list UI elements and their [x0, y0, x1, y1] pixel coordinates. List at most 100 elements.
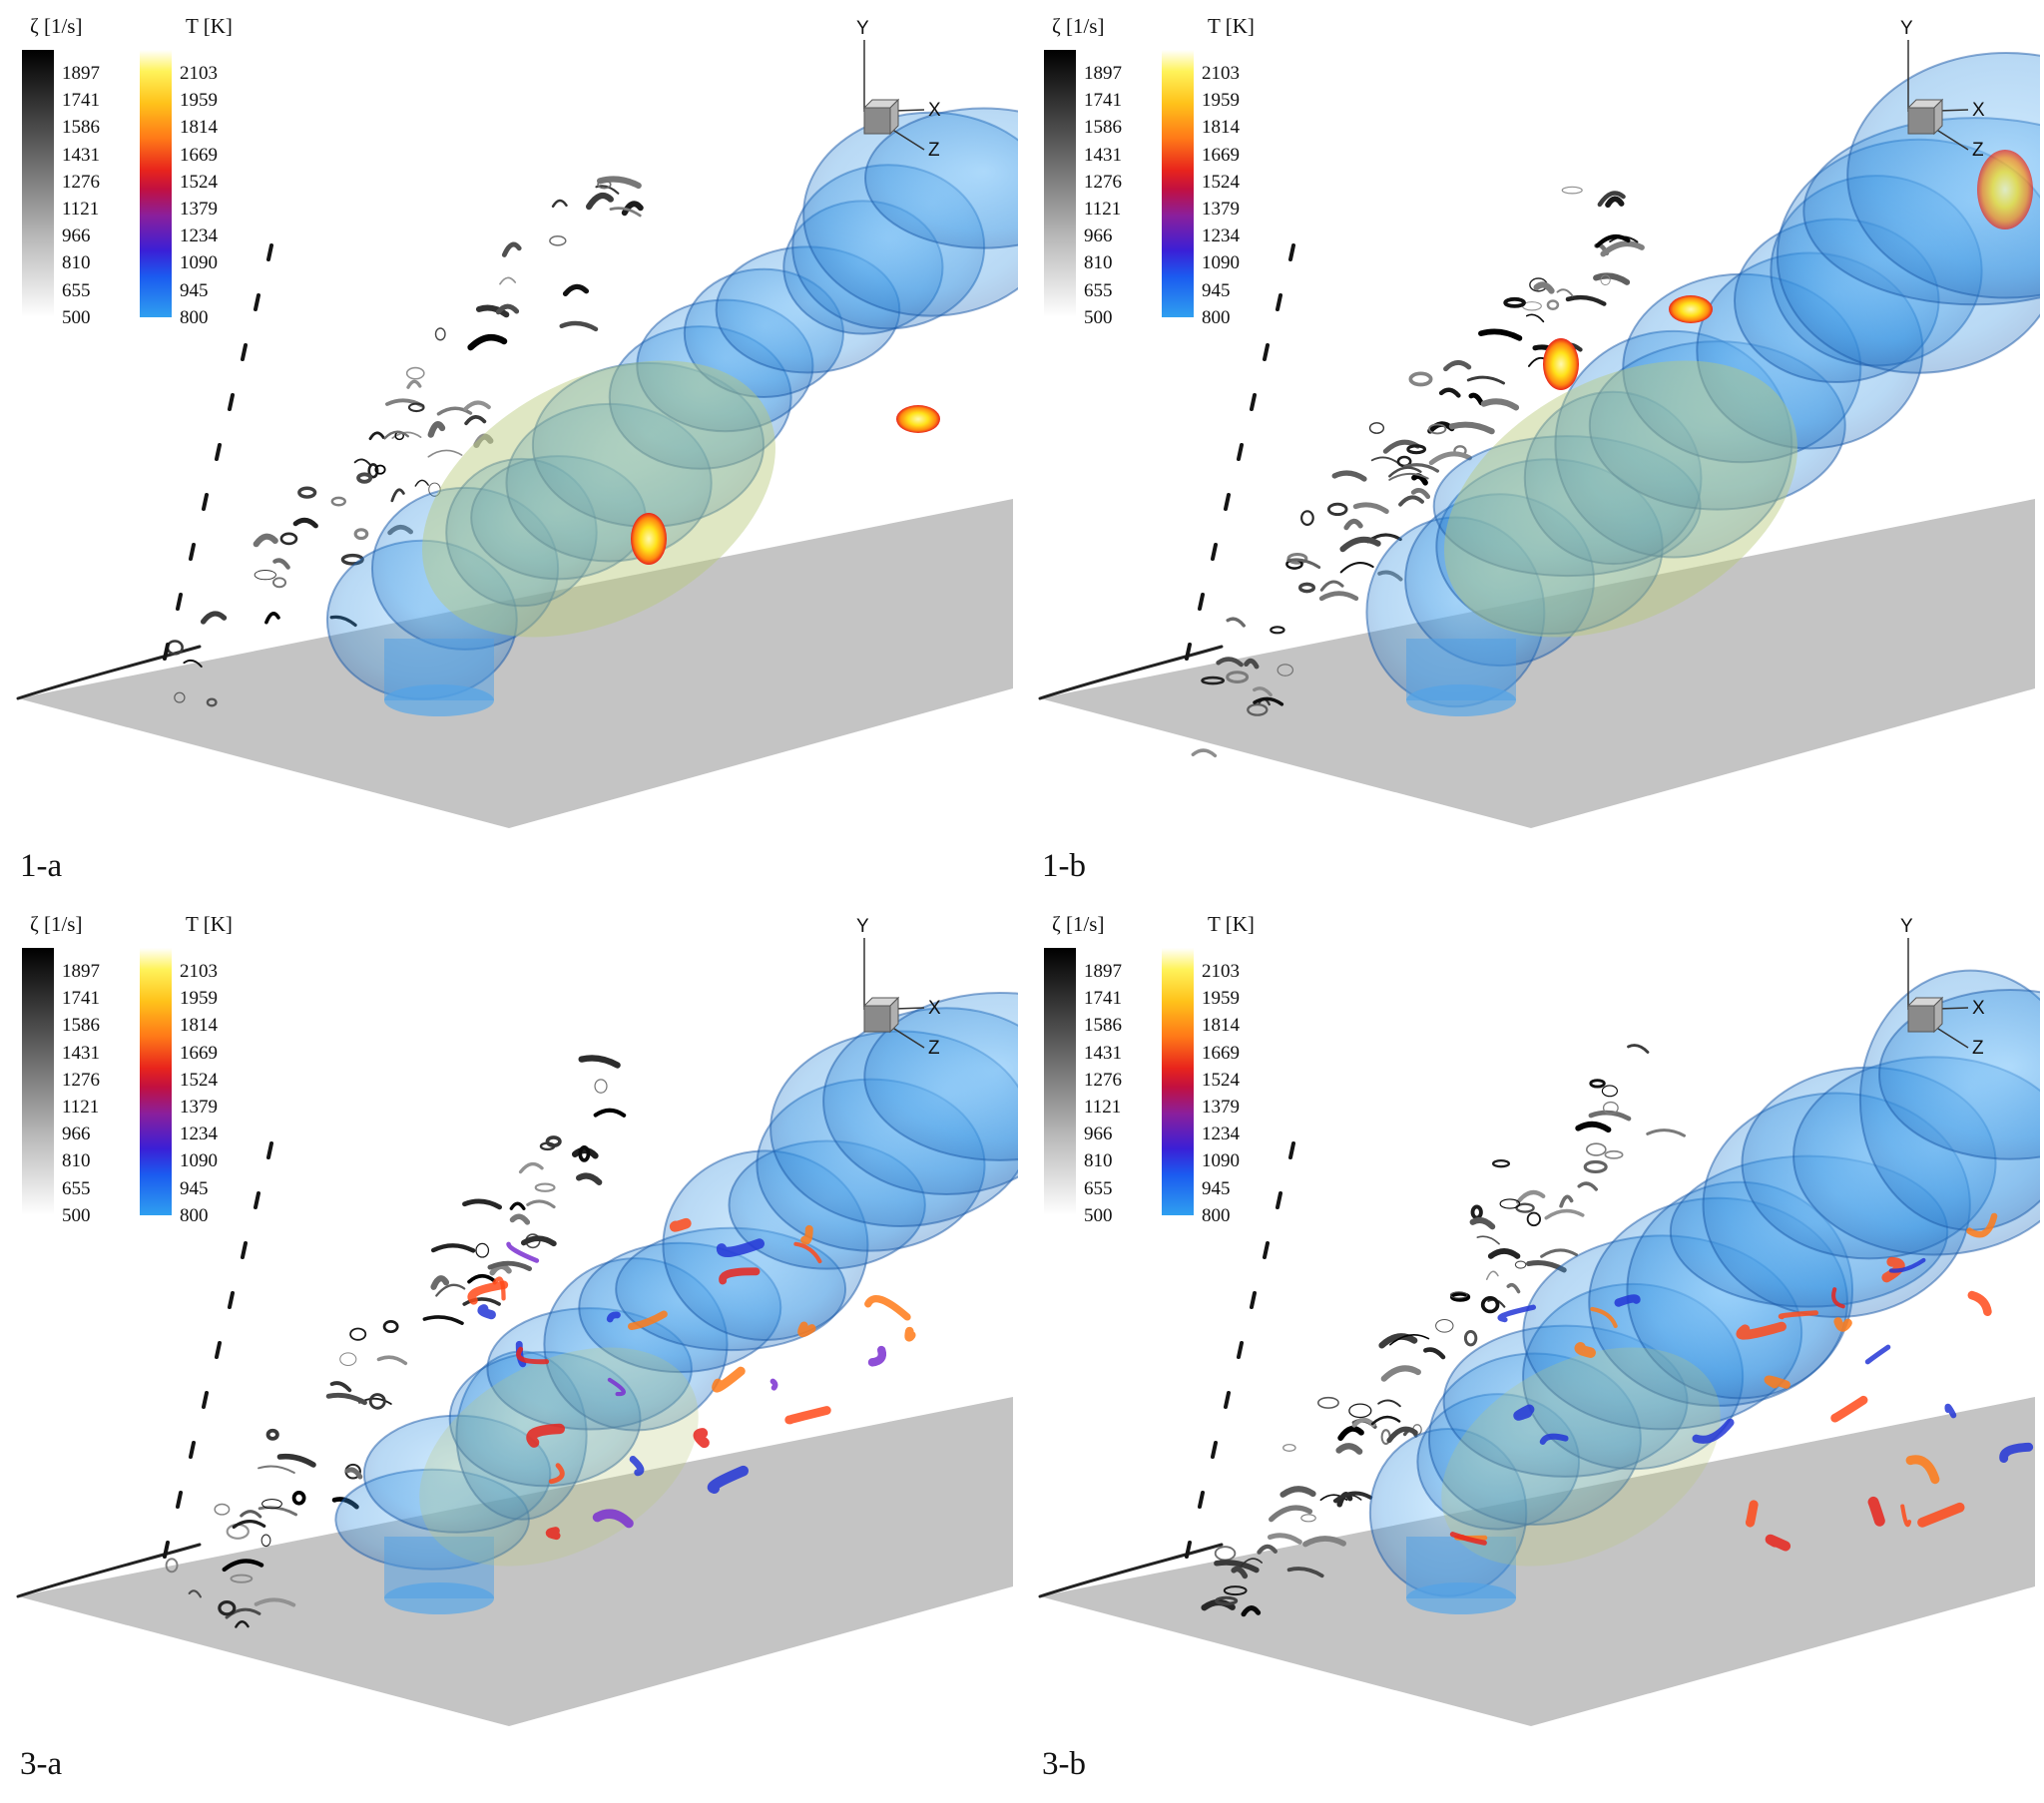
- vorticity-tick-label: 1121: [1084, 199, 1122, 220]
- temperature-colorbar: [140, 948, 172, 1215]
- vorticity-tick-label: 1897: [62, 961, 100, 982]
- temperature-tick-label: 1234: [1202, 1124, 1240, 1145]
- temperature-tick-label: 945: [180, 279, 209, 301]
- flow-visualization: [16, 938, 1018, 1726]
- temperature-tick-label: 1814: [1202, 117, 1240, 139]
- axis-label-x: X: [1972, 100, 1985, 121]
- vorticity-tick-label: 966: [62, 1124, 91, 1145]
- temperature-isosurface-plume: [334, 991, 1018, 1614]
- temperature-tick-label: 800: [1202, 1204, 1231, 1226]
- vorticity-tick-label: 966: [62, 225, 91, 247]
- axis-label-z: Z: [928, 140, 940, 161]
- vorticity-tick-label: 1586: [1084, 1015, 1122, 1037]
- vorticity-tick-label: 1897: [1084, 63, 1122, 84]
- axes-triad: [1906, 40, 1969, 151]
- vorticity-legend-title: ζ [1/s]: [1052, 912, 1105, 936]
- vorticity-legend-title: ζ [1/s]: [30, 912, 83, 936]
- temperature-tick-label: 1814: [1202, 1015, 1240, 1037]
- vorticity-tick-label: 500: [62, 1204, 91, 1226]
- temperature-tick-label: 1959: [1202, 90, 1240, 112]
- high-temperature-regions: [631, 405, 940, 565]
- high-temperature-regions: [467, 1217, 916, 1541]
- vorticity-tick-label: 1276: [1084, 171, 1122, 193]
- temperature-tick-label: 1379: [1202, 1097, 1240, 1118]
- vorticity-tick-label: 1431: [1084, 144, 1122, 166]
- temperature-tick-label: 1669: [180, 1042, 218, 1064]
- vorticity-colorbar: [22, 50, 54, 317]
- panel-label: 3-b: [1042, 1746, 1086, 1782]
- flow-visualization: [16, 40, 1018, 828]
- temperature-tick-label: 2103: [180, 961, 218, 982]
- vorticity-tick-label: 1586: [62, 1015, 100, 1037]
- temperature-isosurface-plume: [325, 107, 1018, 716]
- vorticity-slice: [16, 176, 644, 707]
- temperature-tick-label: 1959: [180, 988, 218, 1010]
- flow-visualization: [1038, 40, 2040, 828]
- temperature-tick-label: 1669: [1202, 1042, 1240, 1064]
- temperature-tick-label: 1669: [1202, 144, 1240, 166]
- vorticity-tick-label: 500: [1084, 1204, 1113, 1226]
- temperature-tick-label: 1090: [1202, 1150, 1240, 1172]
- temperature-legend-title: T [K]: [1208, 14, 1255, 38]
- temperature-tick-label: 1379: [180, 199, 218, 220]
- vorticity-tick-label: 655: [1084, 279, 1113, 301]
- temperature-tick-label: 1669: [180, 144, 218, 166]
- temperature-tick-label: 945: [1202, 1177, 1231, 1199]
- high-temperature-regions: [1543, 150, 2033, 390]
- temperature-legend-title: T [K]: [186, 14, 233, 38]
- vorticity-tick-label: 966: [1084, 225, 1113, 247]
- axis-label-z: Z: [1972, 1038, 1984, 1059]
- axis-label-y: Y: [856, 916, 869, 937]
- temperature-tick-label: 2103: [1202, 961, 1240, 982]
- vorticity-tick-label: 500: [1084, 306, 1113, 328]
- panel-label: 1-b: [1042, 848, 1086, 884]
- vorticity-tick-label: 655: [1084, 1177, 1113, 1199]
- vorticity-tick-label: 810: [62, 252, 91, 274]
- floor-plate: [1040, 499, 2035, 828]
- vorticity-colorbar: [22, 948, 54, 1215]
- vorticity-slice: [16, 1055, 627, 1628]
- temperature-tick-label: 1524: [1202, 1069, 1240, 1091]
- temperature-colorbar: [1162, 50, 1194, 317]
- axis-label-y: Y: [1900, 916, 1913, 937]
- vorticity-tick-label: 1276: [62, 1069, 100, 1091]
- axis-label-x: X: [928, 100, 941, 121]
- temperature-tick-label: 1379: [180, 1097, 218, 1118]
- temperature-tick-label: 1234: [180, 225, 218, 247]
- axis-label-y: Y: [856, 18, 869, 39]
- vorticity-tick-label: 1431: [62, 1042, 100, 1064]
- vorticity-slice: [1038, 1044, 1686, 1617]
- temperature-tick-label: 1959: [1202, 988, 1240, 1010]
- temperature-legend-title: T [K]: [1208, 912, 1255, 936]
- vorticity-tick-label: 1741: [1084, 988, 1122, 1010]
- vorticity-tick-label: 810: [62, 1150, 91, 1172]
- axes-triad: [862, 40, 925, 151]
- temperature-tick-label: 2103: [1202, 63, 1240, 84]
- vorticity-tick-label: 1741: [62, 988, 100, 1010]
- vorticity-tick-label: 1431: [1084, 1042, 1122, 1064]
- axes-triad: [1906, 938, 1969, 1049]
- temperature-tick-label: 1959: [180, 90, 218, 112]
- temperature-tick-label: 800: [1202, 306, 1231, 328]
- vorticity-tick-label: 1741: [1084, 90, 1122, 112]
- high-temperature-regions: [1449, 1212, 2034, 1552]
- panel-label: 1-a: [20, 848, 63, 884]
- temperature-legend-title: T [K]: [186, 912, 233, 936]
- axis-label-y: Y: [1900, 18, 1913, 39]
- temperature-tick-label: 1379: [1202, 199, 1240, 220]
- vorticity-tick-label: 1741: [62, 90, 100, 112]
- temperature-tick-label: 1234: [1202, 225, 1240, 247]
- floor-plate: [18, 1397, 1013, 1726]
- vorticity-tick-label: 1121: [62, 1097, 100, 1118]
- vorticity-tick-label: 1586: [1084, 117, 1122, 139]
- temperature-colorbar: [140, 50, 172, 317]
- temperature-tick-label: 1234: [180, 1124, 218, 1145]
- flow-visualization: [1038, 938, 2040, 1726]
- panel-label: 3-a: [20, 1746, 63, 1782]
- vorticity-tick-label: 1897: [62, 63, 100, 84]
- temperature-tick-label: 800: [180, 306, 209, 328]
- axis-label-x: X: [1972, 998, 1985, 1019]
